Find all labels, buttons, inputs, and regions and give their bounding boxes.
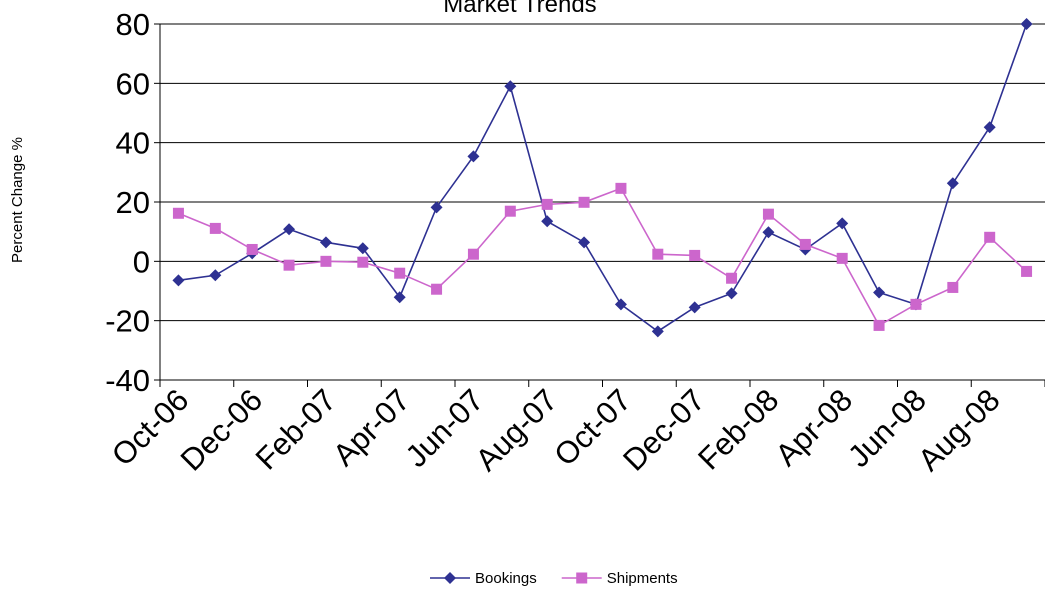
x-tick-label: Feb-08	[691, 382, 785, 476]
chart-title: Market Trends	[443, 0, 596, 18]
x-tick-label: Feb-07	[249, 382, 343, 476]
y-tick-label: 40	[116, 126, 150, 161]
marker	[467, 248, 479, 260]
legend: Bookings Shipments	[430, 570, 678, 587]
marker	[578, 236, 591, 249]
y-tick-label: -20	[105, 304, 150, 339]
marker	[836, 217, 849, 230]
x-tick-label: Apr-08	[769, 382, 860, 473]
marker	[319, 236, 332, 249]
marker	[725, 287, 738, 300]
marker	[651, 325, 664, 338]
marker	[504, 205, 516, 217]
marker	[614, 298, 627, 311]
marker	[873, 286, 886, 299]
marker	[209, 269, 222, 282]
marker	[504, 80, 517, 93]
marker	[762, 208, 774, 220]
marker	[172, 274, 185, 287]
marker	[984, 231, 996, 243]
marker	[320, 255, 332, 267]
series-line	[178, 187, 1028, 327]
marker	[430, 201, 443, 214]
x-tick-label: Aug-08	[911, 382, 1006, 477]
marker	[172, 207, 184, 219]
marker	[910, 298, 922, 310]
marker	[799, 238, 811, 250]
y-tick-label: -40	[105, 363, 150, 398]
y-tick-label: 20	[116, 185, 150, 220]
marker	[1020, 18, 1033, 30]
marker	[688, 301, 701, 314]
marker	[946, 177, 959, 190]
legend-label: Bookings	[475, 570, 537, 587]
marker	[576, 572, 588, 584]
marker	[541, 198, 553, 210]
marker	[762, 226, 775, 239]
marker	[983, 121, 996, 134]
marker	[947, 281, 959, 293]
marker	[652, 248, 664, 260]
marker	[1021, 265, 1033, 277]
y-axis-label: Percent Change %	[9, 137, 26, 263]
marker	[836, 252, 848, 264]
marker	[726, 272, 738, 284]
marker	[283, 223, 296, 236]
marker	[394, 267, 406, 279]
x-tick-label: Apr-07	[326, 382, 417, 473]
marker	[578, 196, 590, 208]
y-tick-label: 80	[116, 7, 150, 42]
series-line	[178, 23, 1028, 333]
marker	[283, 259, 295, 271]
y-tick-label: 0	[133, 244, 150, 279]
marker	[689, 249, 701, 261]
marker	[209, 222, 221, 234]
marker	[615, 182, 627, 194]
x-tick-label: Dec-07	[616, 382, 711, 477]
y-tick-label: 60	[116, 66, 150, 101]
marker	[246, 243, 258, 255]
marker	[467, 150, 480, 163]
marker	[873, 319, 885, 331]
marker	[541, 215, 554, 228]
legend-label: Shipments	[607, 570, 678, 587]
x-tick-label: Aug-07	[469, 382, 564, 477]
marker	[393, 291, 406, 304]
marker	[444, 572, 456, 584]
marker	[431, 283, 443, 295]
marker	[357, 256, 369, 268]
marker	[356, 242, 369, 255]
x-tick-label: Dec-06	[174, 382, 269, 477]
